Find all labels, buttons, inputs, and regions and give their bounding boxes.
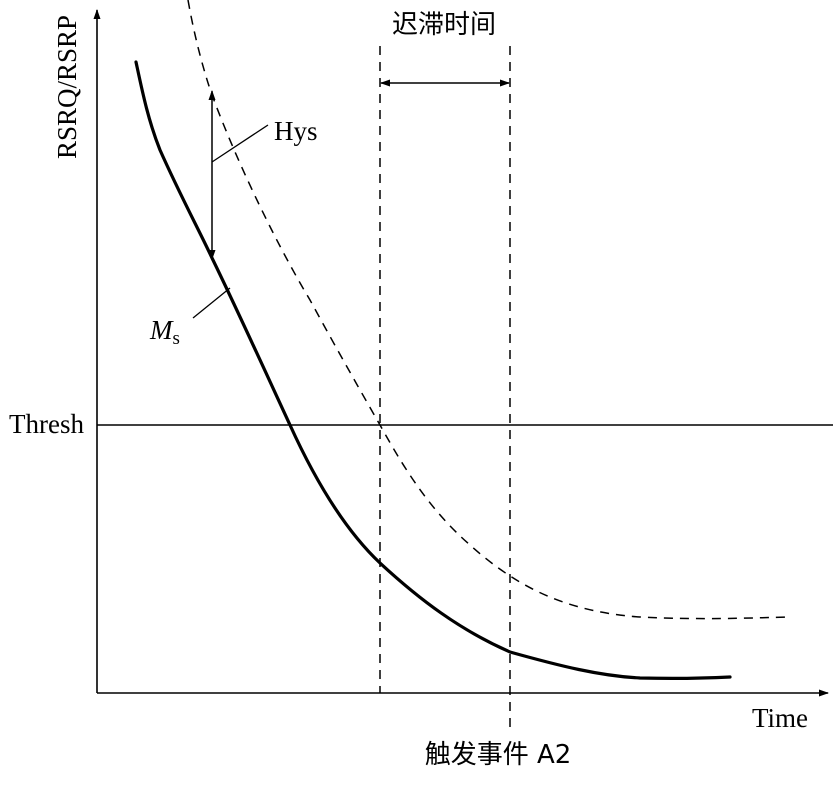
y-axis-label: RSRQ/RSRP [52,15,82,159]
x-axis-label: Time [752,703,808,733]
ms-label-main: M [149,315,174,345]
hys-leader-line [211,124,269,163]
serving-measurement-curve [134,60,732,681]
time-to-trigger-label: 迟滞时间 [392,10,496,40]
hys-label: Hys [274,116,318,146]
ms-leader-line [192,287,231,319]
hysteresis-offset-curve [187,0,791,620]
threshold-label: Thresh [9,409,84,439]
ms-label-subscript: s [173,328,180,349]
ms-label: Ms [149,315,180,349]
event-a2-label: 触发事件 A2 [425,740,572,770]
